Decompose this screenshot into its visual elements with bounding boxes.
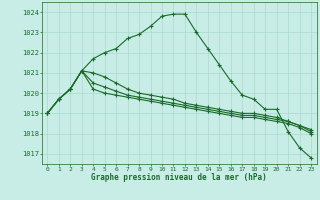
X-axis label: Graphe pression niveau de la mer (hPa): Graphe pression niveau de la mer (hPa) xyxy=(91,173,267,182)
